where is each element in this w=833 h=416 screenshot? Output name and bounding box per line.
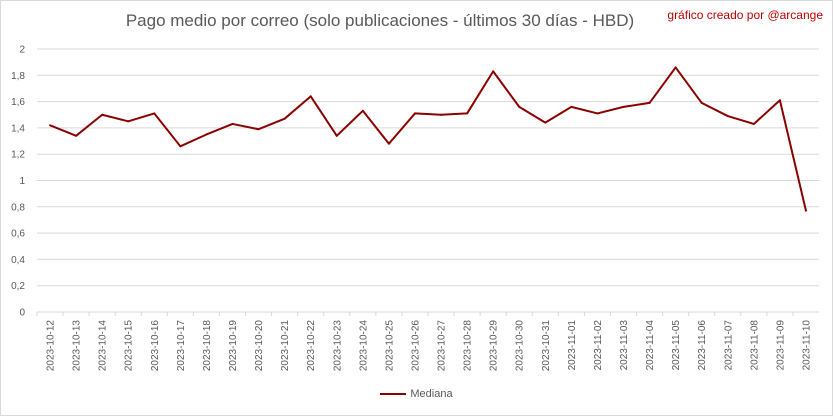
x-tick-label: 2023-10-25	[384, 320, 395, 372]
data-point	[127, 120, 130, 123]
y-tick-label: 0,8	[11, 202, 25, 213]
y-axis-ticks: 0 0,2 0,4 0,6 0,8 1 1,2 1,4 1,6 1,8 2	[11, 45, 25, 319]
data-point	[309, 95, 312, 98]
x-tick-label: 2023-11-05	[671, 320, 682, 371]
x-tick-label: 2023-11-07	[723, 320, 734, 371]
data-point	[570, 105, 573, 108]
data-point	[778, 99, 781, 102]
series-mediana	[49, 66, 807, 212]
chart-credit: gráfico creado por @arcange	[667, 8, 823, 22]
x-tick-label: 2023-10-21	[280, 320, 291, 372]
x-tick-label: 2023-11-10	[801, 320, 812, 371]
data-point	[257, 128, 260, 131]
x-tick-label: 2023-10-26	[410, 320, 421, 372]
x-tick-label: 2023-11-03	[619, 320, 630, 371]
gridlines	[37, 48, 819, 313]
y-tick-label: 0	[19, 308, 25, 319]
x-tick-label: 2023-10-15	[124, 320, 135, 372]
data-point	[413, 112, 416, 115]
y-tick-label: 1,2	[11, 150, 25, 161]
legend-label-mediana: Mediana	[410, 388, 453, 400]
x-tick-label: 2023-11-08	[749, 320, 760, 371]
data-point	[804, 209, 807, 212]
data-point	[387, 142, 390, 145]
y-tick-label: 0,6	[11, 229, 25, 240]
chart-title: Pago medio por correo (solo publicacione…	[125, 11, 635, 30]
x-tick-label: 2023-10-30	[515, 320, 526, 372]
data-point	[648, 101, 651, 104]
data-point	[49, 124, 52, 127]
data-point	[726, 115, 729, 118]
x-tick-label: 2023-10-14	[98, 320, 109, 372]
legend: Mediana	[0, 388, 833, 400]
data-point	[752, 122, 755, 125]
x-tick-label: 2023-10-27	[437, 320, 448, 372]
data-point	[153, 112, 156, 115]
x-tick-label: 2023-11-09	[775, 320, 786, 371]
x-tick-label: 2023-10-16	[150, 320, 161, 372]
data-point	[596, 112, 599, 115]
data-point	[231, 122, 234, 125]
data-point	[361, 109, 364, 112]
x-axis-ticks: 2023-10-12 2023-10-13 2023-10-14 2023-10-15…	[36, 312, 812, 372]
y-tick-label: 1	[19, 176, 25, 187]
x-tick-label: 2023-10-31	[541, 320, 552, 372]
x-tick-label: 2023-10-17	[176, 320, 187, 372]
series-line	[49, 66, 807, 211]
y-tick-label: 1,4	[11, 123, 25, 134]
x-tick-label: 2023-10-12	[46, 320, 57, 372]
data-point	[622, 105, 625, 108]
x-tick-label: 2023-10-13	[72, 320, 83, 372]
x-tick-label: 2023-11-04	[645, 320, 656, 371]
y-tick-label: 2	[19, 45, 25, 56]
x-tick-label: 2023-10-19	[228, 320, 239, 372]
x-tick-label: 2023-10-23	[332, 320, 343, 372]
data-point	[466, 112, 469, 115]
data-point	[674, 66, 677, 69]
x-tick-label: 2023-10-28	[463, 320, 474, 372]
x-tick-label: 2023-11-02	[593, 320, 604, 371]
x-tick-label: 2023-10-22	[306, 320, 317, 372]
data-point	[75, 134, 78, 137]
x-tick-label: 2023-10-29	[489, 320, 500, 372]
y-tick-label: 0,2	[11, 281, 25, 292]
data-point	[518, 105, 521, 108]
data-point	[283, 117, 286, 120]
y-tick-label: 1,8	[11, 71, 25, 82]
data-point	[205, 133, 208, 136]
data-point	[101, 113, 104, 116]
data-point	[440, 113, 443, 116]
legend-swatch-mediana	[380, 393, 407, 396]
data-point	[179, 145, 182, 148]
data-point	[492, 70, 495, 73]
x-tick-label: 2023-10-18	[202, 320, 213, 372]
y-tick-label: 0,4	[11, 255, 25, 266]
data-point	[335, 134, 338, 137]
x-tick-label: 2023-11-06	[697, 320, 708, 371]
x-tick-label: 2023-10-20	[254, 320, 265, 372]
data-point	[544, 121, 547, 124]
y-tick-label: 1,6	[11, 97, 25, 108]
x-tick-label: 2023-10-24	[358, 320, 369, 372]
data-point	[700, 101, 703, 104]
x-tick-label: 2023-11-01	[567, 320, 578, 371]
